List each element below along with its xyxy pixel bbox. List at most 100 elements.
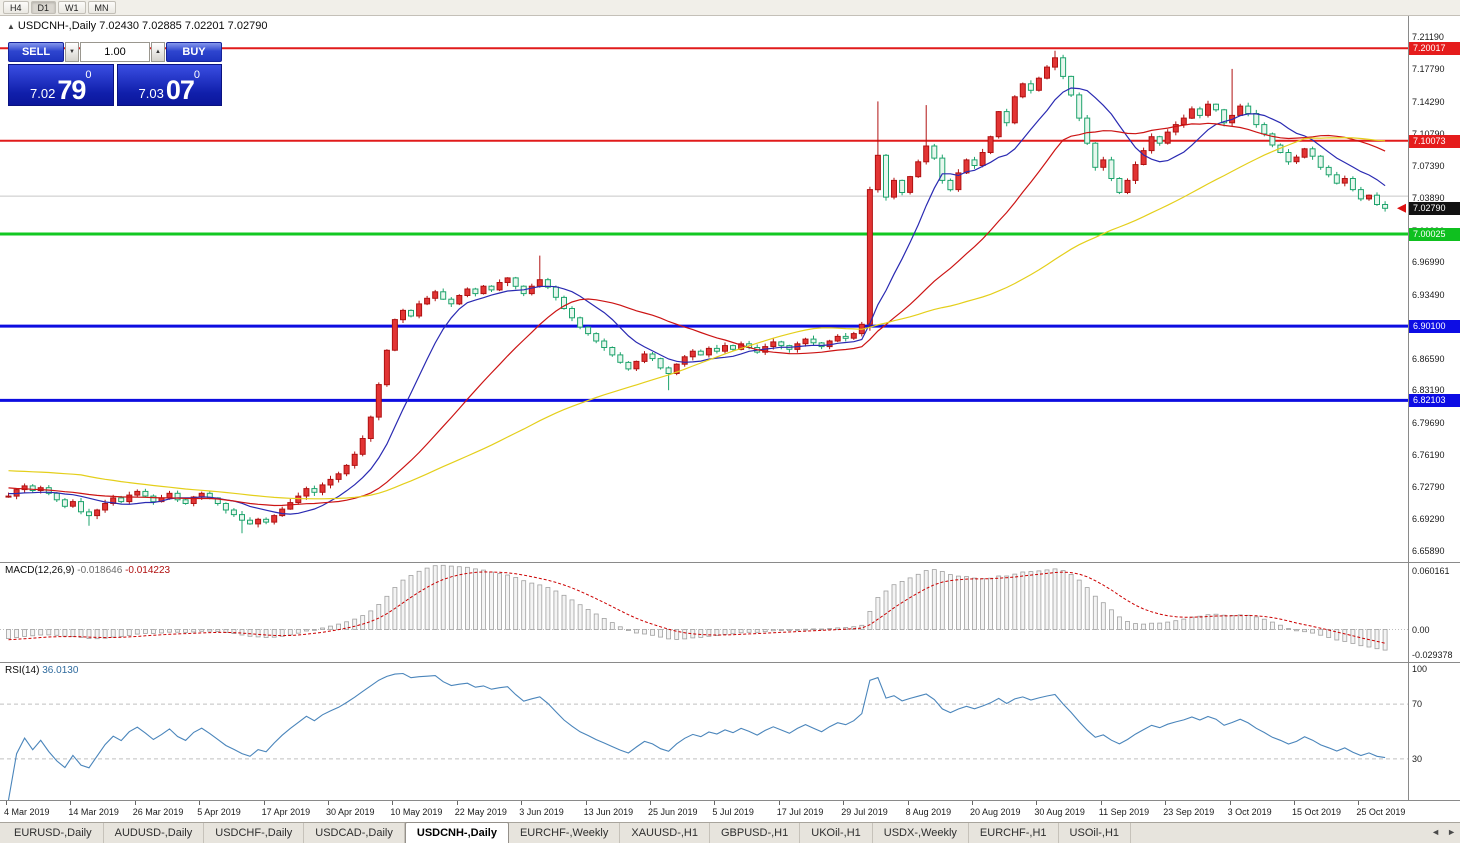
price-axis-label: 6.79690 [1412,417,1445,428]
price-axis-label: 7.21190 [1412,32,1444,43]
price-axis-label: 7.07390 [1412,160,1445,171]
time-axis-tick [1229,801,1231,805]
time-axis-tick [714,801,716,805]
time-axis[interactable]: 4 Mar 2019 14 Mar 2019 26 Mar 2019 5 Apr 20… [0,801,1460,822]
volume-input[interactable] [80,42,150,62]
chart-title: ▲ USDCNH-,Daily 7.02430 7.02885 7.02201 7… [7,20,267,32]
time-axis-label: 25 Oct 2019 [1356,807,1406,817]
chart-tabbar: EURUSD-,Daily AUDUSD-,Daily USDCHF-,Daily U… [0,822,1460,843]
time-axis-tick [328,801,329,805]
time-axis-label: 5 Jul 2019 [712,807,754,817]
time-axis-tick [1294,801,1295,805]
volume-increase-button[interactable]: ▲ [151,42,165,62]
time-axis-label: 22 May 2019 [454,807,507,817]
rsi-axis-label: 70 [1412,699,1423,710]
tab-usdcad-daily[interactable]: USDCAD-,Daily [304,823,405,843]
price-axis-label: 6.76190 [1412,450,1445,461]
time-axis-tick [650,801,651,805]
sell-price-sup: 0 [85,69,92,81]
one-click-trading-panel: SELL ▼ ▲ BUY 7.02 79 0 7.03 07 0 [8,42,222,106]
sell-price-display[interactable]: 7.02 79 0 [8,64,114,106]
buy-button[interactable]: BUY [166,42,222,62]
time-axis-tick [1358,801,1360,805]
time-axis-label: 17 Apr 2019 [261,807,311,817]
tab-scroll-left-icon[interactable]: ◄ [1431,827,1441,837]
macd-axis: 0.060161 0.00 -0.029378 [1408,563,1460,662]
timeframe-toolbar: H4 D1 W1 MN [0,0,1460,16]
tab-ukoil-h1[interactable]: UKOil-,H1 [800,823,873,843]
time-axis-label: 8 Aug 2019 [905,807,952,817]
tab-eurusd-daily[interactable]: EURUSD-,Daily [3,823,104,843]
price-axis-label: 6.86590 [1412,353,1445,364]
time-axis-tick [778,801,780,805]
macd-plot[interactable] [0,563,1408,662]
pane-splitter[interactable] [0,800,1460,801]
tab-usoil-h1[interactable]: USOil-,H1 [1059,823,1132,843]
rsi-plot[interactable] [0,663,1408,800]
tab-scroll-right-icon[interactable]: ► [1447,827,1456,837]
price-line-badge-black: 7.02790 [1409,202,1460,216]
time-axis-label: 4 Mar 2019 [4,807,50,817]
time-axis-label: 10 May 2019 [390,807,443,817]
macd-main-value: -0.018646 [77,565,123,576]
timeframe-mn-button[interactable]: MN [87,1,116,14]
time-axis-tick [972,801,973,805]
rsi-pane[interactable]: RSI(14) 36.0130 [0,663,1408,800]
tab-usdx-weekly[interactable]: USDX-,Weekly [873,823,969,843]
time-axis-label: 3 Oct 2019 [1227,807,1272,817]
chart-shift-marker-icon: ▲ [7,22,15,31]
rsi-axis-label: 30 [1412,753,1423,764]
pane-splitter[interactable] [0,562,1460,563]
macd-signal-value: -0.014223 [125,565,171,576]
sell-price-small: 7.02 [30,86,56,102]
price-axis[interactable]: 7.21190 7.17790 7.14290 7.10790 7.07390 7.038… [1408,16,1460,562]
tab-eurchf-h1[interactable]: EURCHF-,H1 [969,823,1059,843]
time-axis-tick [70,801,72,805]
candlestick-plot[interactable] [0,16,1408,562]
price-axis-label: 6.83190 [1412,385,1445,396]
price-axis-label: 7.03890 [1412,193,1445,204]
time-axis-tick [263,801,265,805]
price-axis-label: 6.72790 [1412,481,1445,492]
time-axis-tick [1036,801,1038,805]
time-axis-label: 15 Oct 2019 [1292,807,1342,817]
sell-button[interactable]: SELL [8,42,64,62]
tab-eurchf-weekly[interactable]: EURCHF-,Weekly [509,823,621,843]
tab-gbpusd-h1[interactable]: GBPUSD-,H1 [710,823,801,843]
timeframe-w1-button[interactable]: W1 [58,1,86,14]
price-axis-label: 6.96990 [1412,257,1445,268]
time-axis-tick [134,801,136,805]
tab-usdcnh-daily[interactable]: USDCNH-,Daily [404,822,509,843]
price-axis-label: 7.14290 [1412,96,1445,107]
time-axis-label: 14 Mar 2019 [68,807,119,817]
macd-pane[interactable]: MACD(12,26,9) -0.018646 -0.014223 [0,563,1408,662]
time-axis-tick [521,801,523,805]
tab-audusd-daily[interactable]: AUDUSD-,Daily [104,823,205,843]
price-line-badge-blue: 6.90100 [1409,320,1460,334]
buy-price-display[interactable]: 7.03 07 0 [116,64,222,106]
tab-scroll-controls: ◄ ► [1431,827,1456,837]
time-axis-label: 5 Apr 2019 [197,807,241,817]
price-line-badge-blue: 6.82103 [1409,394,1460,408]
macd-indicator-name: MACD(12,26,9) [5,565,75,576]
rsi-indicator-name: RSI(14) [5,665,40,676]
pane-splitter[interactable] [0,662,1460,663]
price-axis-label: 6.65890 [1412,545,1445,556]
timeframe-h4-button[interactable]: H4 [3,1,29,14]
tab-xauusd-h1[interactable]: XAUUSD-,H1 [620,823,710,843]
buy-price-small: 7.03 [138,86,164,102]
price-line-badge-red: 7.10073 [1409,134,1460,148]
macd-axis-label: -0.029378 [1412,650,1453,660]
volume-decrease-button[interactable]: ▼ [65,42,79,62]
time-axis-tick [907,801,909,805]
time-axis-label: 13 Jun 2019 [583,807,634,817]
tab-usdchf-daily[interactable]: USDCHF-,Daily [204,823,305,843]
price-line-badge-green: 7.00025 [1409,227,1460,241]
main-chart-pane[interactable]: ▲ USDCNH-,Daily 7.02430 7.02885 7.02201 7… [0,16,1408,562]
timeframe-d1-button[interactable]: D1 [30,1,57,14]
time-axis-label: 26 Mar 2019 [132,807,184,817]
time-axis-tick [1165,801,1167,805]
time-axis-label: 25 Jun 2019 [648,807,698,817]
chart-tabs: EURUSD-,Daily AUDUSD-,Daily USDCHF-,Daily U… [0,822,1460,843]
